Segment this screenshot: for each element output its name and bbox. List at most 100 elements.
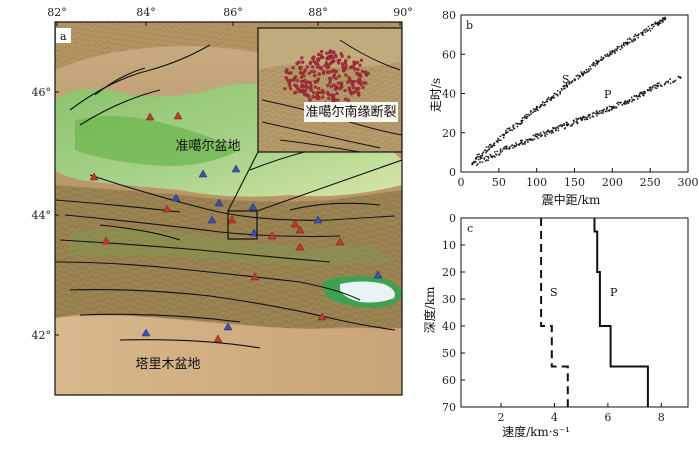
- b-point-p: [550, 129, 553, 132]
- b-point-p: [631, 100, 633, 103]
- b-point-p: [520, 139, 523, 142]
- panel-c-frame: [460, 217, 689, 408]
- c-phase-p-label: P: [610, 286, 618, 299]
- b-point-s: [532, 111, 534, 114]
- b-point-p: [564, 126, 567, 129]
- b-point-s: [655, 22, 657, 25]
- b-point-p: [544, 134, 546, 136]
- seismic-stations-red: [89, 111, 345, 343]
- b-point-s: [528, 114, 531, 117]
- b-point-s: [593, 61, 595, 64]
- b-point-s: [556, 90, 559, 92]
- b-point-p: [560, 124, 562, 126]
- b-point-p: [520, 141, 523, 144]
- b-point-p: [513, 145, 516, 148]
- b-point-p: [625, 103, 627, 105]
- b-point-p: [485, 155, 488, 158]
- b-point-p: [526, 139, 529, 142]
- b-point-s: [497, 137, 499, 140]
- b-point-s: [574, 79, 576, 82]
- b-point-p: [655, 87, 658, 90]
- b-point-p: [667, 81, 670, 84]
- b-point-s: [475, 157, 478, 160]
- b-point-s: [661, 19, 664, 21]
- b-point-s: [487, 145, 490, 148]
- b-y-tick-label: 0: [449, 166, 456, 179]
- tarim-basin-area: [55, 315, 402, 395]
- b-point-s: [580, 71, 582, 73]
- b-point-p: [608, 109, 611, 112]
- b-point-s: [624, 42, 627, 45]
- c-x-tick-label: 4: [551, 411, 558, 424]
- tianshan-highlands: [70, 228, 395, 266]
- b-point-s: [616, 47, 619, 50]
- b-point-p: [642, 94, 645, 97]
- b-point-p: [617, 103, 620, 106]
- b-point-p: [589, 116, 592, 119]
- b-point-p: [583, 118, 586, 121]
- b-point-p: [515, 145, 518, 147]
- b-x-ticks: 0 50 100 150 200 250 300: [458, 168, 699, 189]
- b-x-tick-label: 250: [640, 176, 661, 189]
- b-x-tick-label: 300: [678, 176, 699, 189]
- b-point-s: [656, 21, 659, 24]
- b-y-ticks: 0 20 40 60 80: [442, 9, 465, 179]
- b-point-p: [546, 133, 548, 136]
- b-point-s: [559, 93, 562, 95]
- b-point-s: [570, 81, 573, 84]
- b-point-p: [660, 85, 663, 88]
- b-point-p: [605, 108, 608, 111]
- b-point-s: [547, 96, 550, 99]
- b-point-p: [628, 100, 631, 103]
- b-point-s: [553, 92, 556, 95]
- b-point-s: [556, 94, 559, 96]
- b-point-p: [550, 132, 553, 134]
- c-y-tick-label: 30: [442, 293, 456, 306]
- b-point-p: [607, 109, 610, 112]
- b-point-s: [476, 153, 479, 156]
- b-point-p: [515, 143, 518, 146]
- b-point-p: [656, 82, 659, 85]
- b-point-p: [493, 150, 496, 153]
- c-y-tick-label: 50: [442, 347, 456, 360]
- b-y-tick-label: 40: [442, 88, 456, 101]
- b-point-p: [501, 150, 504, 152]
- b-y-tick-label: 20: [442, 127, 456, 140]
- b-point-p: [599, 112, 601, 115]
- inset-faults: [261, 39, 402, 153]
- b-point-p: [610, 107, 613, 110]
- lon-tick: 90°: [393, 6, 413, 19]
- b-point-s: [628, 41, 631, 44]
- b-point-s: [513, 127, 516, 130]
- b-point-p: [615, 106, 618, 109]
- b-point-p: [498, 153, 501, 155]
- b-point-p: [518, 144, 521, 146]
- b-point-s: [592, 64, 595, 67]
- b-point-s: [649, 29, 652, 32]
- lon-tick: 82°: [47, 6, 67, 19]
- b-point-p: [505, 145, 508, 148]
- b-point-p: [487, 159, 490, 162]
- b-point-p: [617, 101, 620, 104]
- b-point-p: [581, 116, 584, 119]
- b-point-p: [552, 126, 554, 129]
- b-point-s: [484, 149, 487, 152]
- b-point-p: [649, 87, 652, 90]
- b-point-s: [490, 145, 493, 148]
- b-point-p: [524, 140, 527, 143]
- b-point-p: [494, 156, 496, 158]
- lon-tick: 88°: [308, 6, 328, 19]
- b-point-p: [630, 96, 633, 99]
- b-point-s: [589, 65, 592, 68]
- b-y-tick-label: 80: [442, 9, 456, 22]
- lat-tick: 44°: [32, 209, 52, 222]
- b-point-s: [652, 23, 654, 26]
- b-point-p: [537, 137, 540, 140]
- b-point-s: [534, 110, 537, 113]
- b-point-s: [633, 35, 636, 38]
- b-point-p: [572, 122, 575, 125]
- b-point-s: [661, 20, 664, 23]
- b-point-s: [631, 40, 634, 43]
- b-point-s: [659, 19, 662, 22]
- b-point-s: [550, 99, 553, 102]
